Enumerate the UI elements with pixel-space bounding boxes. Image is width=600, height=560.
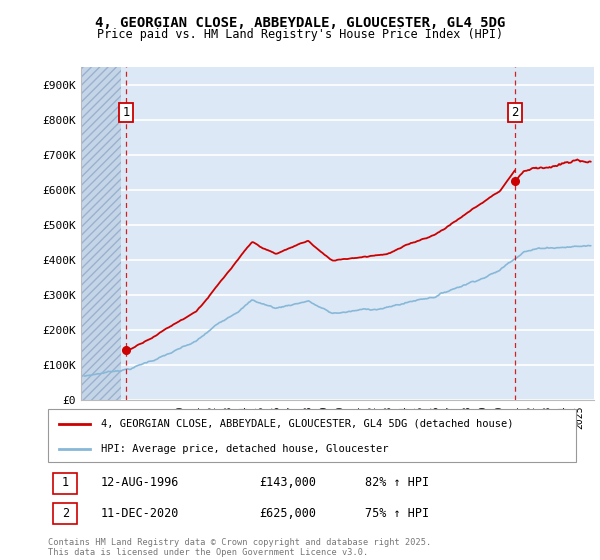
Text: 1: 1 — [122, 106, 130, 119]
Bar — [81, 67, 121, 400]
Text: 2: 2 — [511, 106, 518, 119]
Text: 1: 1 — [62, 477, 69, 489]
Text: Contains HM Land Registry data © Crown copyright and database right 2025.
This d: Contains HM Land Registry data © Crown c… — [48, 538, 431, 557]
Text: 4, GEORGIAN CLOSE, ABBEYDALE, GLOUCESTER, GL4 5DG (detached house): 4, GEORGIAN CLOSE, ABBEYDALE, GLOUCESTER… — [101, 419, 513, 429]
FancyBboxPatch shape — [48, 409, 576, 462]
Text: 12-AUG-1996: 12-AUG-1996 — [101, 477, 179, 489]
Text: £625,000: £625,000 — [259, 507, 316, 520]
Text: £143,000: £143,000 — [259, 477, 316, 489]
Text: 2: 2 — [62, 507, 69, 520]
Text: 75% ↑ HPI: 75% ↑ HPI — [365, 507, 429, 520]
FancyBboxPatch shape — [53, 473, 77, 493]
Text: 11-DEC-2020: 11-DEC-2020 — [101, 507, 179, 520]
Text: 4, GEORGIAN CLOSE, ABBEYDALE, GLOUCESTER, GL4 5DG: 4, GEORGIAN CLOSE, ABBEYDALE, GLOUCESTER… — [95, 16, 505, 30]
Text: 82% ↑ HPI: 82% ↑ HPI — [365, 477, 429, 489]
FancyBboxPatch shape — [53, 503, 77, 524]
Text: HPI: Average price, detached house, Gloucester: HPI: Average price, detached house, Glou… — [101, 444, 388, 454]
Text: Price paid vs. HM Land Registry's House Price Index (HPI): Price paid vs. HM Land Registry's House … — [97, 28, 503, 41]
